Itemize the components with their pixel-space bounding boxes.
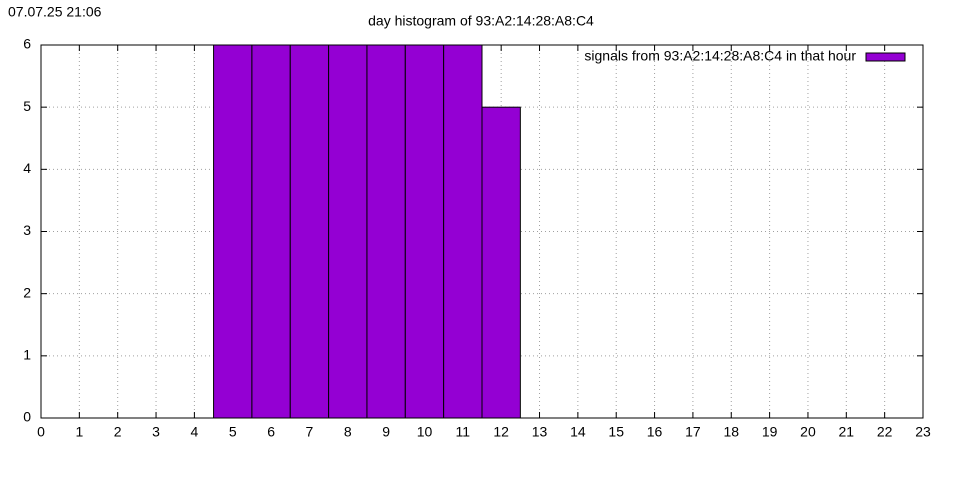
x-tick-label: 11 (456, 424, 471, 440)
bar (481, 106, 521, 419)
y-tick-label: 2 (23, 284, 31, 300)
x-tick-label: 19 (762, 424, 778, 440)
y-tick-label: 0 (23, 409, 31, 425)
legend-swatch (865, 52, 906, 62)
x-tick-label: 0 (37, 424, 45, 440)
x-tick-label: 7 (306, 424, 314, 440)
x-tick-label: 12 (493, 424, 509, 440)
y-tick-label: 4 (23, 160, 31, 176)
bar (289, 44, 330, 419)
x-tick-label: 10 (417, 424, 433, 440)
x-tick-label: 18 (723, 424, 739, 440)
x-tick-label: 14 (570, 424, 586, 440)
x-tick-label: 4 (190, 424, 198, 440)
y-tick-label: 3 (23, 222, 31, 238)
y-tick-label: 1 (23, 347, 31, 363)
x-tick-label: 5 (229, 424, 237, 440)
y-tick-label: 5 (23, 98, 31, 114)
y-tick-label: 6 (23, 36, 31, 52)
legend-label: signals from 93:A2:14:28:A8:C4 in that h… (584, 48, 856, 64)
x-tick-label: 13 (532, 424, 548, 440)
chart-title: day histogram of 93:A2:14:28:A8:C4 (368, 13, 594, 29)
x-tick-label: 17 (685, 424, 701, 440)
x-tick-label: 1 (75, 424, 83, 440)
x-tick-label: 9 (382, 424, 390, 440)
x-tick-label: 2 (114, 424, 122, 440)
plot-border (40, 44, 924, 419)
bar (443, 44, 483, 419)
bar (328, 44, 368, 419)
bar (366, 44, 406, 419)
x-tick-label: 16 (647, 424, 663, 440)
x-tick-label: 3 (152, 424, 160, 440)
x-tick-label: 15 (608, 424, 624, 440)
bar (213, 44, 253, 419)
bar (251, 44, 291, 419)
x-tick-label: 21 (839, 424, 855, 440)
x-tick-label: 23 (915, 424, 931, 440)
x-tick-label: 8 (344, 424, 352, 440)
x-tick-label: 6 (267, 424, 275, 440)
x-tick-label: 20 (800, 424, 816, 440)
x-tick-label: 22 (877, 424, 893, 440)
bar (404, 44, 445, 419)
timestamp: 07.07.25 21:06 (8, 4, 102, 20)
